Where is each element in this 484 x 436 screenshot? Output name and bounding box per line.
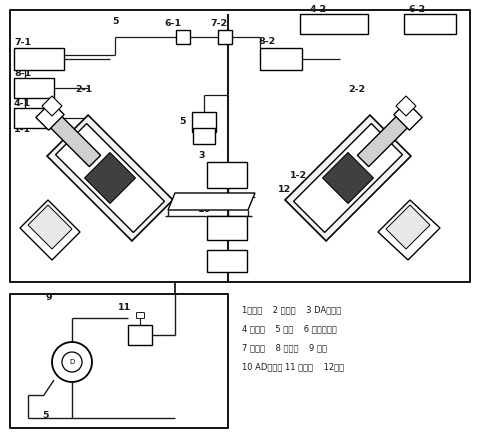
- Polygon shape: [377, 200, 439, 260]
- Polygon shape: [84, 153, 135, 204]
- Text: 4-1: 4-1: [14, 99, 31, 108]
- Bar: [192, 112, 215, 132]
- Text: 1液压缸    2 活塞杆    3 DA传感器: 1液压缸 2 活塞杆 3 DA传感器: [242, 306, 341, 314]
- Polygon shape: [28, 205, 72, 249]
- Bar: [128, 325, 151, 345]
- Text: 12: 12: [277, 185, 291, 194]
- Polygon shape: [20, 200, 80, 260]
- Text: 7 指令器    8 控制器    9 油泵: 7 指令器 8 控制器 9 油泵: [242, 344, 326, 352]
- Text: 5: 5: [42, 411, 48, 419]
- Text: 10: 10: [197, 205, 211, 215]
- Text: 2-2: 2-2: [348, 85, 364, 95]
- Text: 9: 9: [45, 293, 51, 303]
- Polygon shape: [357, 109, 414, 167]
- Bar: [14, 78, 54, 98]
- Polygon shape: [285, 115, 410, 241]
- Polygon shape: [56, 123, 164, 232]
- Polygon shape: [47, 115, 173, 241]
- Bar: [403, 14, 455, 34]
- Bar: [217, 30, 231, 44]
- Bar: [176, 30, 190, 44]
- Bar: [207, 162, 246, 188]
- Circle shape: [52, 342, 92, 382]
- Text: 6-1: 6-1: [164, 20, 181, 28]
- Polygon shape: [322, 153, 373, 204]
- Text: 3: 3: [197, 150, 204, 160]
- Bar: [10, 10, 469, 282]
- Polygon shape: [167, 193, 255, 210]
- Bar: [300, 14, 367, 34]
- Text: 8-1: 8-1: [14, 68, 31, 78]
- Circle shape: [62, 352, 82, 372]
- Text: 5: 5: [112, 17, 118, 27]
- Text: 8-2: 8-2: [257, 37, 275, 47]
- Text: 6-2: 6-2: [407, 6, 424, 14]
- Bar: [10, 294, 227, 428]
- Polygon shape: [293, 123, 402, 232]
- Text: 7-1: 7-1: [14, 38, 31, 48]
- Bar: [207, 250, 246, 272]
- Text: 2-1: 2-1: [75, 85, 92, 95]
- Polygon shape: [36, 102, 64, 130]
- Bar: [193, 128, 214, 144]
- Polygon shape: [395, 96, 415, 116]
- Text: 7-2: 7-2: [210, 20, 227, 28]
- Bar: [207, 216, 246, 240]
- Polygon shape: [43, 109, 101, 167]
- Polygon shape: [42, 96, 62, 116]
- Text: 10 AD传感器 11 溢流阀    12电脑: 10 AD传感器 11 溢流阀 12电脑: [242, 362, 344, 371]
- Text: 1-1: 1-1: [14, 126, 31, 134]
- Text: 1-2: 1-2: [289, 170, 306, 180]
- Text: 4 传颖阀    5 油筒    6 位移传感器: 4 传颖阀 5 油筒 6 位移传感器: [242, 324, 336, 334]
- Text: 4-2: 4-2: [309, 6, 326, 14]
- Text: D: D: [69, 359, 75, 365]
- Text: 11: 11: [118, 303, 131, 311]
- Bar: [14, 108, 54, 128]
- Bar: [259, 48, 302, 70]
- Bar: [14, 48, 64, 70]
- Text: 5: 5: [179, 117, 185, 126]
- Polygon shape: [393, 102, 421, 130]
- Polygon shape: [385, 205, 429, 249]
